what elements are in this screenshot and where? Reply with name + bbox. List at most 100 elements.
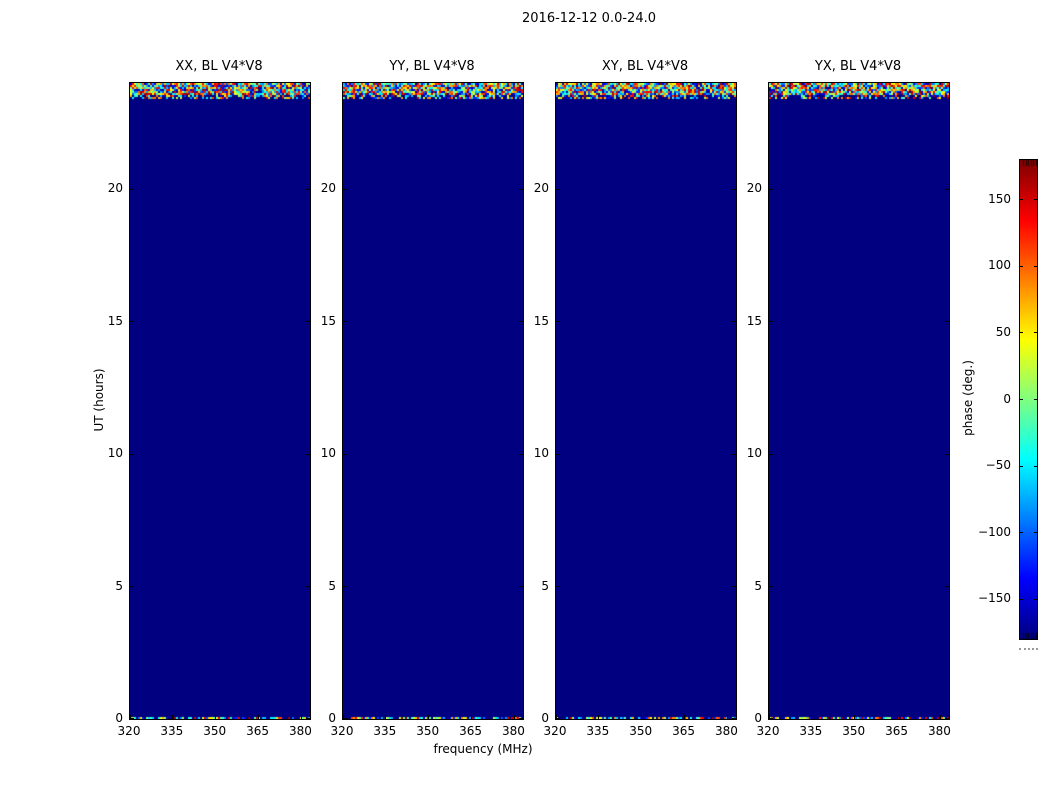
x-tick [300, 715, 302, 719]
x-tick [258, 715, 260, 719]
colorbar-tick [1034, 199, 1037, 201]
x-tick-label: 335 [160, 724, 184, 738]
figure-title: 2016-12-12 0.0-24.0 [522, 11, 656, 26]
y-tick-label: 10 [107, 446, 123, 460]
y-tick [769, 188, 773, 190]
y-tick [945, 586, 949, 587]
x-tick [428, 715, 430, 719]
x-tick [854, 715, 856, 719]
colorbar [1019, 159, 1038, 640]
heatmap-image [343, 83, 523, 719]
y-tick [343, 321, 347, 322]
x-tick-label: 380 [927, 724, 951, 738]
x-tick [684, 715, 686, 719]
y-tick [945, 188, 949, 190]
heatmap-panel [768, 82, 950, 720]
x-tick-label: 320 [543, 724, 567, 738]
colorbar-tick [1034, 465, 1037, 467]
y-tick-label: 15 [533, 313, 549, 328]
y-tick [306, 586, 310, 587]
panel-title: YX, BL V4*V8 [814, 59, 902, 74]
colorbar-tick [1020, 399, 1023, 400]
heatmap-panel [555, 82, 737, 720]
x-tick-label: 380 [288, 724, 312, 738]
colorbar-tick-label: −150 [978, 591, 1011, 606]
x-tick [172, 715, 174, 719]
colorbar-tick [1020, 265, 1023, 267]
x-tick-label: 350 [416, 724, 440, 738]
y-tick [556, 586, 560, 587]
y-tick [343, 188, 347, 190]
y-tick [556, 718, 560, 719]
colorbar-tick [1020, 532, 1023, 534]
x-tick [471, 715, 473, 719]
colorbar-dots [1019, 648, 1038, 650]
y-axis-label: UT (hours) [92, 368, 106, 432]
y-tick [769, 321, 773, 322]
heatmap-panel [342, 82, 524, 720]
y-tick [519, 453, 523, 455]
y-tick [945, 321, 949, 322]
x-tick [130, 715, 131, 719]
x-tick [897, 715, 899, 719]
y-tick [732, 453, 736, 455]
x-tick [385, 715, 387, 719]
colorbar-tick [1020, 598, 1023, 600]
y-tick [945, 453, 949, 455]
y-tick [519, 718, 523, 719]
x-tick [598, 715, 600, 719]
y-tick-label: 5 [754, 578, 762, 593]
y-tick-label: 5 [115, 578, 123, 593]
y-tick-label: 0 [754, 711, 762, 725]
y-tick [130, 586, 134, 587]
y-tick-label: 10 [533, 446, 549, 460]
y-tick [130, 453, 134, 455]
y-tick [130, 718, 134, 719]
x-tick [939, 715, 941, 719]
y-tick [945, 718, 949, 719]
y-tick [130, 188, 134, 190]
x-tick-label: 365 [246, 724, 270, 738]
x-tick-label: 350 [842, 724, 866, 738]
x-tick-label: 335 [586, 724, 610, 738]
colorbar-tick-label: 100 [988, 258, 1011, 273]
colorbar-gradient [1020, 160, 1037, 639]
y-tick-label: 20 [320, 181, 336, 195]
x-tick [215, 715, 217, 719]
y-tick-label: 0 [541, 711, 549, 725]
y-tick [556, 453, 560, 455]
panel-title: XX, BL V4*V8 [175, 59, 263, 74]
y-tick [556, 321, 560, 322]
colorbar-tick [1020, 199, 1023, 201]
x-tick-label: 335 [373, 724, 397, 738]
colorbar-tick [1020, 465, 1023, 467]
x-tick [726, 715, 728, 719]
y-tick [519, 586, 523, 587]
y-tick [519, 188, 523, 190]
y-tick [343, 586, 347, 587]
colorbar-tick [1034, 265, 1037, 267]
y-tick-label: 20 [746, 181, 762, 195]
x-tick [811, 715, 813, 719]
y-tick-label: 5 [541, 578, 549, 593]
x-tick-label: 350 [629, 724, 653, 738]
x-tick-label: 380 [714, 724, 738, 738]
x-tick [343, 715, 344, 719]
y-tick [306, 453, 310, 455]
x-tick-label: 350 [203, 724, 227, 738]
y-tick [130, 321, 134, 322]
colorbar-tick [1020, 332, 1023, 334]
y-tick [343, 718, 347, 719]
heatmap-panel [129, 82, 311, 720]
x-tick-label: 365 [672, 724, 696, 738]
colorbar-tick-label: −50 [985, 458, 1011, 473]
x-tick-label: 320 [756, 724, 780, 738]
y-tick [343, 453, 347, 455]
colorbar-tick [1034, 532, 1037, 534]
colorbar-tick [1034, 332, 1037, 334]
x-tick-label: 335 [799, 724, 823, 738]
x-tick [769, 715, 770, 719]
y-tick [519, 321, 523, 322]
y-tick [306, 718, 310, 719]
y-tick [732, 188, 736, 190]
